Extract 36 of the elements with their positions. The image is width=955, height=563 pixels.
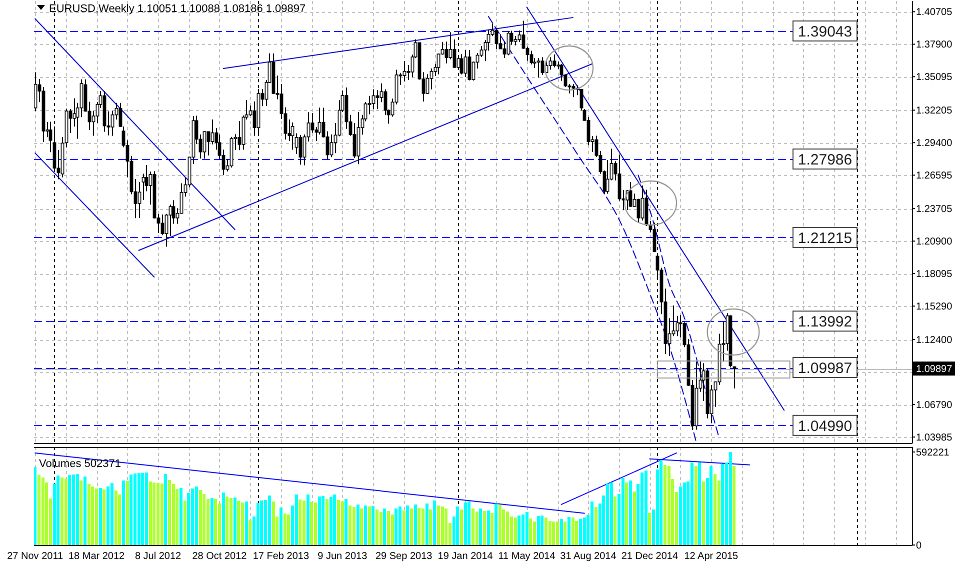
y-tick-label: 1.26595: [916, 170, 953, 182]
ref-line-label: 1.13992: [798, 314, 852, 331]
ref-line-label: 1.27986: [798, 151, 852, 168]
x-tick-label: 28 Oct 2012: [192, 551, 248, 562]
x-tick-label: 8 Jul 2012: [134, 551, 182, 562]
y-tick-label: 1.18095: [916, 269, 953, 280]
y-tick-label: 1.20900: [916, 236, 953, 248]
x-tick-label: 18 Mar 2012: [68, 551, 126, 562]
x-tick-label: 31 Aug 2014: [560, 551, 617, 562]
x-tick-label: 11 May 2014: [498, 551, 556, 562]
y-tick-label: 1.37900: [916, 40, 953, 51]
x-tick-label: 17 Feb 2013: [252, 551, 310, 562]
y-tick-label: 592221: [916, 447, 950, 458]
y-tick-label: 1.06790: [916, 400, 953, 412]
ref-line-label: 1.39043: [798, 23, 852, 40]
y-tick-label: 1.23705: [916, 204, 953, 216]
y-tick-label: 1.35095: [916, 72, 953, 84]
y-tick-label: 1.15290: [916, 302, 953, 313]
ref-line-label: 1.09987: [798, 360, 852, 377]
y-tick-label: 1.32205: [916, 106, 953, 117]
chart-title: EURUSD,Weekly 1.10051 1.10088 1.08186 1.09897: [49, 3, 306, 15]
x-tick-label: 21 Dec 2014: [621, 551, 678, 562]
ref-line-label: 1.04990: [798, 418, 852, 435]
y-tick-label: 0: [916, 540, 922, 552]
ref-line-label: 1.21215: [798, 230, 852, 247]
x-tick-label: 29 Sep 2013: [376, 551, 433, 562]
y-tick-label: 1.03985: [916, 432, 953, 444]
text: Volumes 502371: [39, 458, 121, 470]
ref-line-label: 1.09897: [916, 364, 953, 376]
x-tick-label: 19 Jan 2014: [438, 551, 494, 562]
x-tick-label: 12 Apr 2015: [684, 551, 739, 562]
y-tick-label: 1.40705: [916, 7, 953, 18]
y-tick-label: 1.12400: [916, 335, 953, 346]
y-tick-label: 1.29400: [916, 138, 953, 150]
x-tick-label: 9 Jun 2013: [318, 551, 368, 562]
x-tick-label: 27 Nov 2011: [7, 551, 64, 562]
